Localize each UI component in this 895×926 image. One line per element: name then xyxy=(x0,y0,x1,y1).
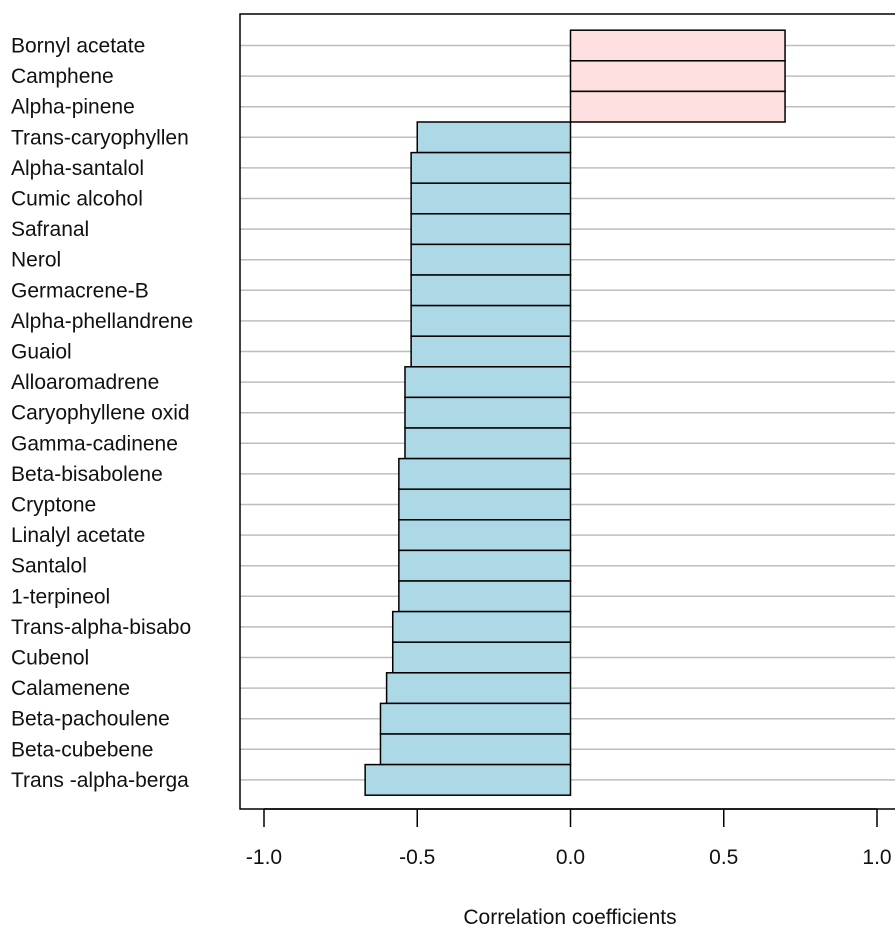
bar-germacrene-b xyxy=(410,274,572,307)
category-label: Gamma-cadinene xyxy=(11,432,178,455)
category-label: Caryophyllene oxid xyxy=(11,402,190,425)
bar-gamma-cadinene xyxy=(404,427,572,460)
bar-bornyl-acetate xyxy=(569,29,786,62)
bar-beta-cubebene xyxy=(379,733,572,766)
category-label: Bornyl acetate xyxy=(11,35,145,58)
category-label: Cubenol xyxy=(11,647,89,670)
category-label: Trans-alpha-bisabo xyxy=(11,616,191,639)
category-label: Santalol xyxy=(11,555,87,578)
x-tick-label: 0.5 xyxy=(709,846,738,869)
bar-cubenol xyxy=(391,641,572,674)
x-tick-label: -0.5 xyxy=(399,846,435,869)
bar-santalol xyxy=(398,549,572,582)
bar-guaiol xyxy=(410,335,572,368)
category-label: Alpha-santalol xyxy=(11,157,144,180)
bars xyxy=(364,29,786,796)
category-label: 1-terpineol xyxy=(11,585,110,608)
category-label: Nerol xyxy=(11,249,61,272)
x-axis-title: Correlation coefficients xyxy=(463,906,676,926)
bar-alpha-santalol xyxy=(410,151,572,184)
bar-camphene xyxy=(569,60,786,93)
bar-alloaromadrene xyxy=(404,366,572,399)
bar-alpha-pinene xyxy=(569,90,786,123)
x-tick-label: 1.0 xyxy=(862,846,891,869)
category-label: Trans -alpha-berga xyxy=(11,769,189,792)
category-label: Cryptone xyxy=(11,494,96,517)
x-tick-label: -1.0 xyxy=(246,846,282,869)
category-label: Safranal xyxy=(11,218,89,241)
bar-trans-alpha-berga xyxy=(364,763,572,796)
category-label: Calamenene xyxy=(11,677,130,700)
bar-alpha-phellandrene xyxy=(410,304,572,337)
x-tick-label: 0.0 xyxy=(556,846,585,869)
bar-beta-pachoulene xyxy=(379,702,572,735)
category-label: Camphene xyxy=(11,65,114,88)
bar-cryptone xyxy=(398,488,572,521)
category-label: Alpha-pinene xyxy=(11,96,135,119)
bar-1-terpineol xyxy=(398,580,572,613)
category-label: Alpha-phellandrene xyxy=(11,310,193,333)
category-label: Guaiol xyxy=(11,341,72,364)
x-axis: -1.0 -0.5 0.0 0.5 1.0 xyxy=(246,808,892,869)
category-label: Germacrene-B xyxy=(11,279,149,302)
bar-nerol xyxy=(410,243,572,276)
category-label: Linalyl acetate xyxy=(11,524,145,547)
bar-caryophyllene-oxid xyxy=(404,396,572,429)
category-label: Alloaromadrene xyxy=(11,371,159,394)
bar-linalyl-acetate xyxy=(398,519,572,552)
category-label: Trans-caryophyllen xyxy=(11,126,189,149)
category-label: Cumic alcohol xyxy=(11,188,143,211)
category-label: Beta-cubebene xyxy=(11,738,153,761)
category-label: Beta-bisabolene xyxy=(11,463,163,486)
bar-safranal xyxy=(410,213,572,246)
bar-calamenene xyxy=(385,672,572,705)
category-labels: Bornyl acetate Camphene Alpha-pinene Trans-… xyxy=(11,35,193,792)
bar-cumic-alcohol xyxy=(410,182,572,215)
category-label: Beta-pachoulene xyxy=(11,708,170,731)
bar-beta-bisabolene xyxy=(398,457,572,490)
bar-trans-caryophyllen xyxy=(416,121,572,154)
bar-trans-alpha-bisabo xyxy=(391,610,572,643)
